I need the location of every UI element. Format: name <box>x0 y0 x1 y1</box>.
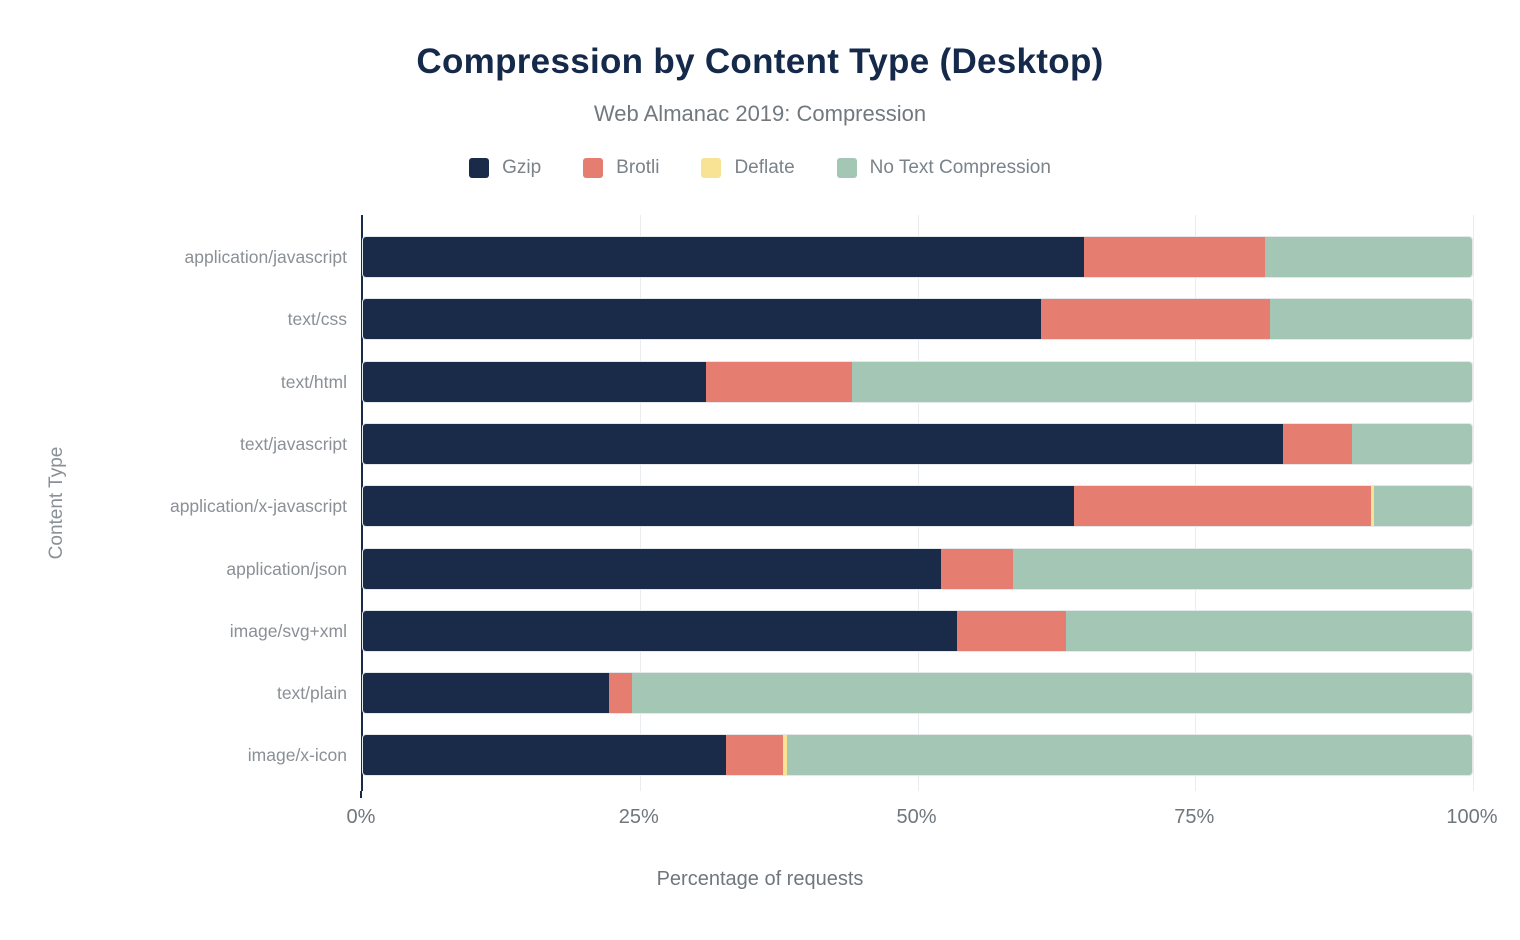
bar-text-css <box>363 299 1472 340</box>
legend-label: Gzip <box>502 157 542 178</box>
x-tick-label-25: 25% <box>618 806 659 828</box>
category-label-text-plain: text/plain <box>276 683 347 704</box>
legend-item-brotli: Brotli <box>583 157 659 179</box>
category-label-application-x-javascript: application/x-javascript <box>169 496 347 517</box>
category-label-image-svg-xml: image/svg+xml <box>229 620 347 641</box>
category-label-text-html: text/html <box>280 371 347 392</box>
legend-item-gzip: Gzip <box>469 157 541 179</box>
bar-segment-brotli[interactable] <box>725 735 784 776</box>
bar-segment-gzip[interactable] <box>363 610 958 651</box>
bar-application-x-javascript <box>363 486 1472 527</box>
category-label-application-json: application/json <box>226 558 347 579</box>
bar-application-json <box>363 548 1472 589</box>
category-label-text-css: text/css <box>287 309 347 330</box>
bar-segment-no-text-compression[interactable] <box>852 361 1472 402</box>
bar-segment-brotli[interactable] <box>609 673 633 714</box>
bar-segment-deflate[interactable] <box>783 735 787 776</box>
legend-item-no-text-compression: No Text Compression <box>836 157 1051 179</box>
legend-item-deflate: Deflate <box>701 157 795 179</box>
bar-segment-brotli[interactable] <box>1283 423 1353 464</box>
bar-segment-gzip[interactable] <box>363 299 1041 340</box>
bar-segment-no-text-compression[interactable] <box>1374 486 1472 527</box>
bar-segment-no-text-compression[interactable] <box>1012 548 1472 589</box>
bar-segment-brotli[interactable] <box>957 610 1067 651</box>
gridline-100 <box>1473 215 1474 791</box>
bar-image-svg-xml <box>363 610 1472 651</box>
category-label-text-javascript: text/javascript <box>240 433 347 454</box>
bar-segment-no-text-compression[interactable] <box>1264 237 1472 277</box>
bar-text-javascript <box>363 423 1472 464</box>
bar-segment-no-text-compression[interactable] <box>786 735 1472 776</box>
bar-segment-gzip[interactable] <box>363 735 726 776</box>
x-tick-label-75: 75% <box>1174 806 1215 828</box>
bar-segment-gzip[interactable] <box>363 237 1084 277</box>
legend-swatch-deflate <box>701 158 722 178</box>
bar-text-plain <box>363 673 1472 714</box>
bar-text-html <box>363 361 1472 402</box>
x-tick-label-50: 50% <box>896 806 937 828</box>
bar-segment-gzip[interactable] <box>363 486 1074 527</box>
bar-segment-gzip[interactable] <box>363 548 941 589</box>
bar-segment-no-text-compression[interactable] <box>1270 299 1472 340</box>
legend-swatch-gzip <box>469 158 490 178</box>
bar-segment-gzip[interactable] <box>363 673 610 714</box>
x-tick-label-0: 0% <box>346 806 376 828</box>
category-label-application-javascript: application/javascript <box>184 247 347 267</box>
category-label-image-x-icon: image/x-icon <box>247 745 347 766</box>
legend-label: Deflate <box>734 157 795 178</box>
bar-segment-no-text-compression[interactable] <box>632 673 1472 714</box>
bar-segment-gzip[interactable] <box>363 361 706 402</box>
bar-segment-no-text-compression[interactable] <box>1066 610 1472 651</box>
legend-label: No Text Compression <box>869 157 1051 178</box>
legend-swatch-brotli <box>583 158 604 178</box>
legend-label: Brotli <box>616 157 660 178</box>
chart-subtitle: Web Almanac 2019: Compression <box>593 101 927 126</box>
bar-segment-no-text-compression[interactable] <box>1352 423 1472 464</box>
bar-segment-brotli[interactable] <box>1083 237 1265 277</box>
bar-image-x-icon <box>363 735 1472 776</box>
x-tick-label-100: 100% <box>1446 806 1498 828</box>
bar-segment-brotli[interactable] <box>705 361 853 402</box>
chart-title: Compression by Content Type (Desktop) <box>416 42 1104 81</box>
bar-segment-deflate[interactable] <box>1371 486 1375 527</box>
bar-segment-brotli[interactable] <box>940 548 1013 589</box>
legend-swatch-no-text-compression <box>836 158 857 178</box>
x-axis-title: Percentage of requests <box>656 868 864 890</box>
bar-segment-gzip[interactable] <box>363 423 1284 464</box>
legend: Gzip Brotli Deflate No Text Compression <box>0 157 1520 179</box>
bar-segment-brotli[interactable] <box>1073 486 1372 527</box>
bar-segment-brotli[interactable] <box>1040 299 1271 340</box>
bar-application-javascript <box>363 237 1472 277</box>
zero-tick-mark <box>360 791 362 798</box>
